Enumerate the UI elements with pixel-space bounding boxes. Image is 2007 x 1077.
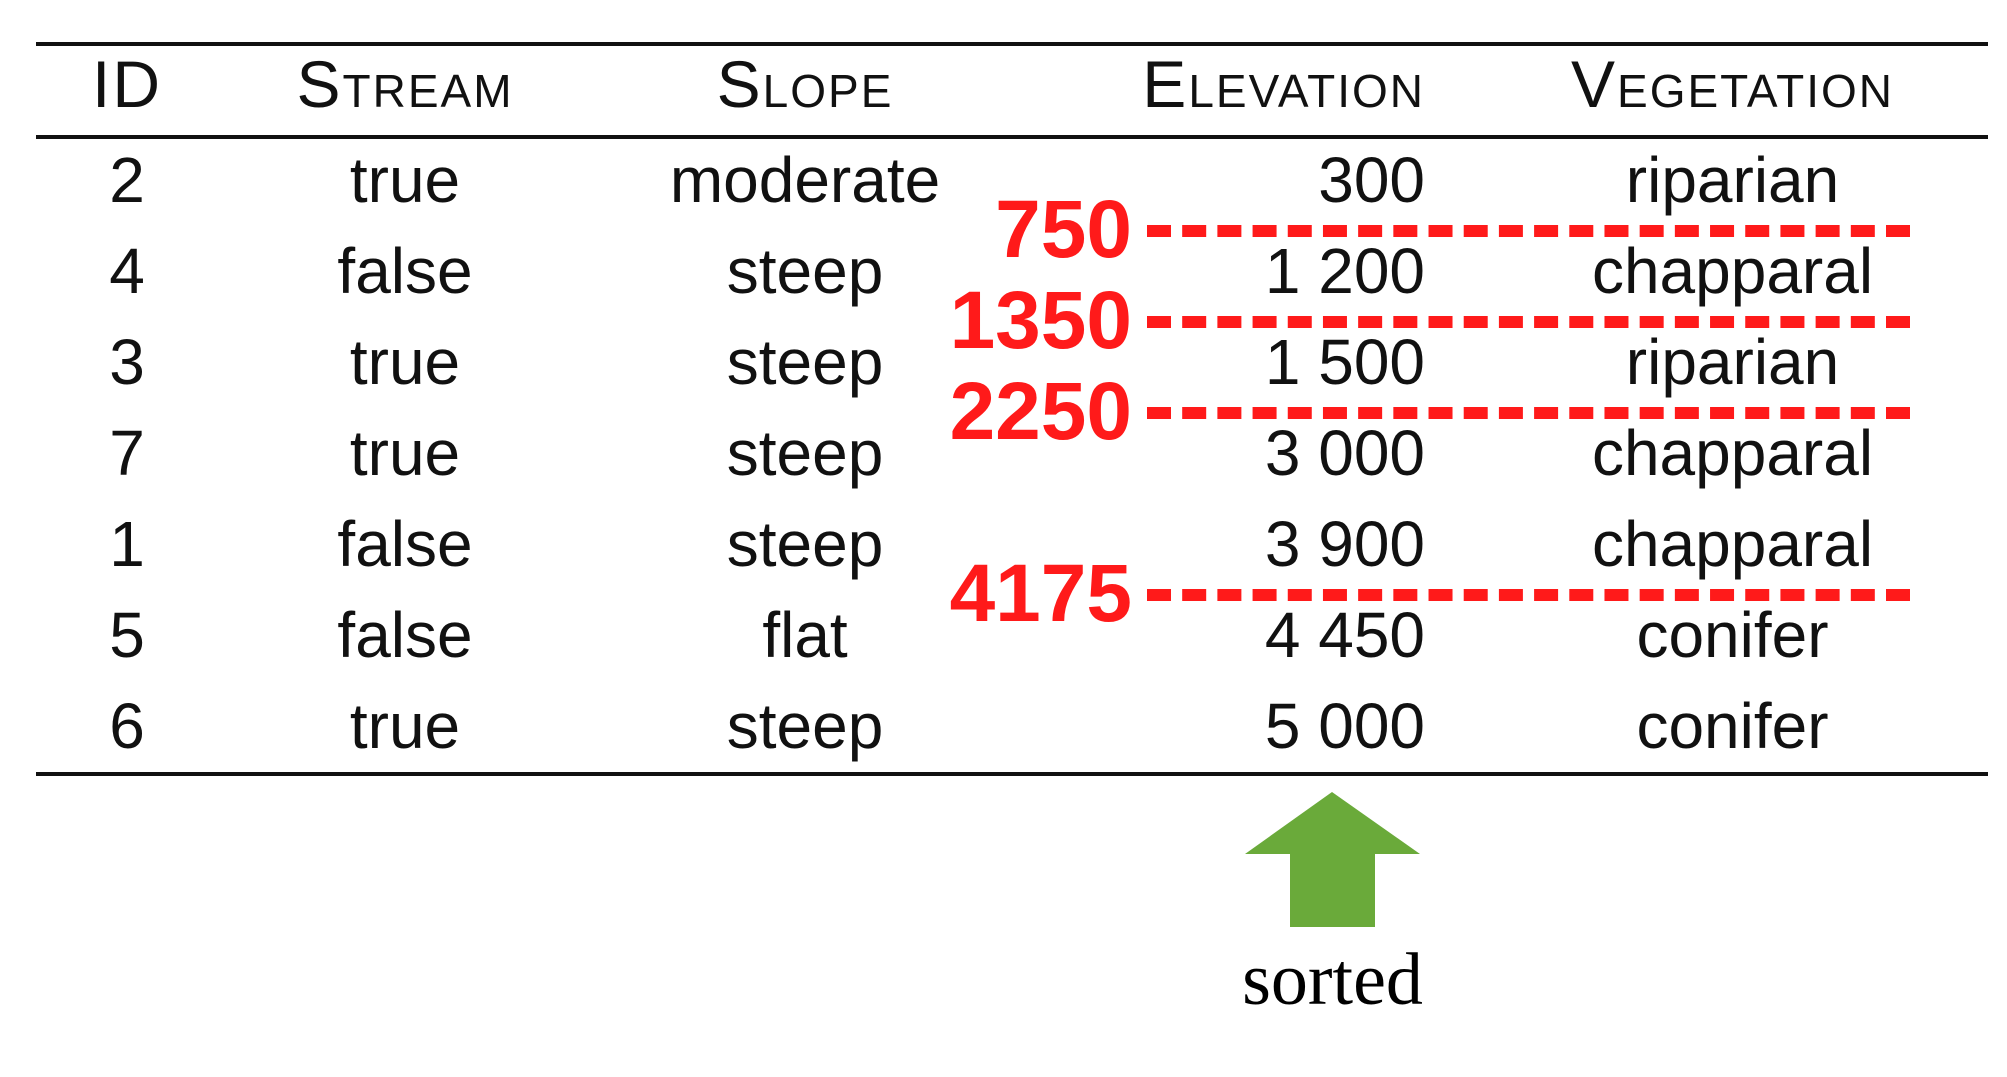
up-arrow-icon [1245, 792, 1420, 927]
header-slope: Slope [716, 47, 894, 121]
cell-slope: flat [762, 599, 848, 671]
cell-vegetation: chapparal [1591, 235, 1874, 307]
cell-id: 3 [109, 326, 145, 398]
cell-elevation: 3 900 [1264, 508, 1425, 580]
cell-slope: steep [726, 690, 884, 762]
cell-vegetation: riparian [1625, 144, 1840, 216]
threshold-label: 2250 [949, 366, 1132, 457]
cell-slope: steep [726, 235, 884, 307]
cell-id: 1 [109, 508, 145, 580]
cell-elevation: 1 200 [1264, 235, 1425, 307]
header-elevation: Elevation [1142, 47, 1425, 121]
threshold-label: 750 [995, 184, 1132, 275]
cell-id: 6 [109, 690, 145, 762]
table-top-rule [36, 42, 1988, 46]
header-vegetation: Vegetation [1571, 47, 1894, 121]
threshold-line [1147, 407, 1910, 419]
sorted-caption: sorted [1242, 939, 1423, 1021]
threshold-label: 1350 [949, 275, 1132, 366]
cell-elevation: 300 [1318, 144, 1425, 216]
cell-id: 4 [109, 235, 145, 307]
cell-vegetation: conifer [1636, 599, 1829, 671]
threshold-line [1147, 316, 1910, 328]
cell-id: 7 [109, 417, 145, 489]
cell-stream: false [337, 599, 473, 671]
threshold-label: 4175 [949, 548, 1132, 639]
table-bottom-rule [36, 772, 1988, 776]
cell-vegetation: chapparal [1591, 508, 1874, 580]
cell-id: 2 [109, 144, 145, 216]
header-id: ID [92, 47, 162, 121]
threshold-line [1147, 225, 1910, 237]
cell-vegetation: conifer [1636, 690, 1829, 762]
header-stream: Stream [296, 47, 514, 121]
cell-stream: true [349, 144, 461, 216]
threshold-line [1147, 589, 1910, 601]
cell-slope: moderate [669, 144, 941, 216]
cell-slope: steep [726, 417, 884, 489]
cell-stream: false [337, 508, 473, 580]
cell-stream: false [337, 235, 473, 307]
cell-slope: steep [726, 508, 884, 580]
cell-vegetation: riparian [1625, 326, 1840, 398]
cell-elevation: 5 000 [1264, 690, 1425, 762]
cell-id: 5 [109, 599, 145, 671]
table-header-rule [36, 135, 1988, 139]
cell-stream: true [349, 326, 461, 398]
cell-vegetation: chapparal [1591, 417, 1874, 489]
cell-stream: true [349, 417, 461, 489]
cell-elevation: 1 500 [1264, 326, 1425, 398]
cell-elevation: 3 000 [1264, 417, 1425, 489]
cell-elevation: 4 450 [1264, 599, 1425, 671]
cell-slope: steep [726, 326, 884, 398]
cell-stream: true [349, 690, 461, 762]
